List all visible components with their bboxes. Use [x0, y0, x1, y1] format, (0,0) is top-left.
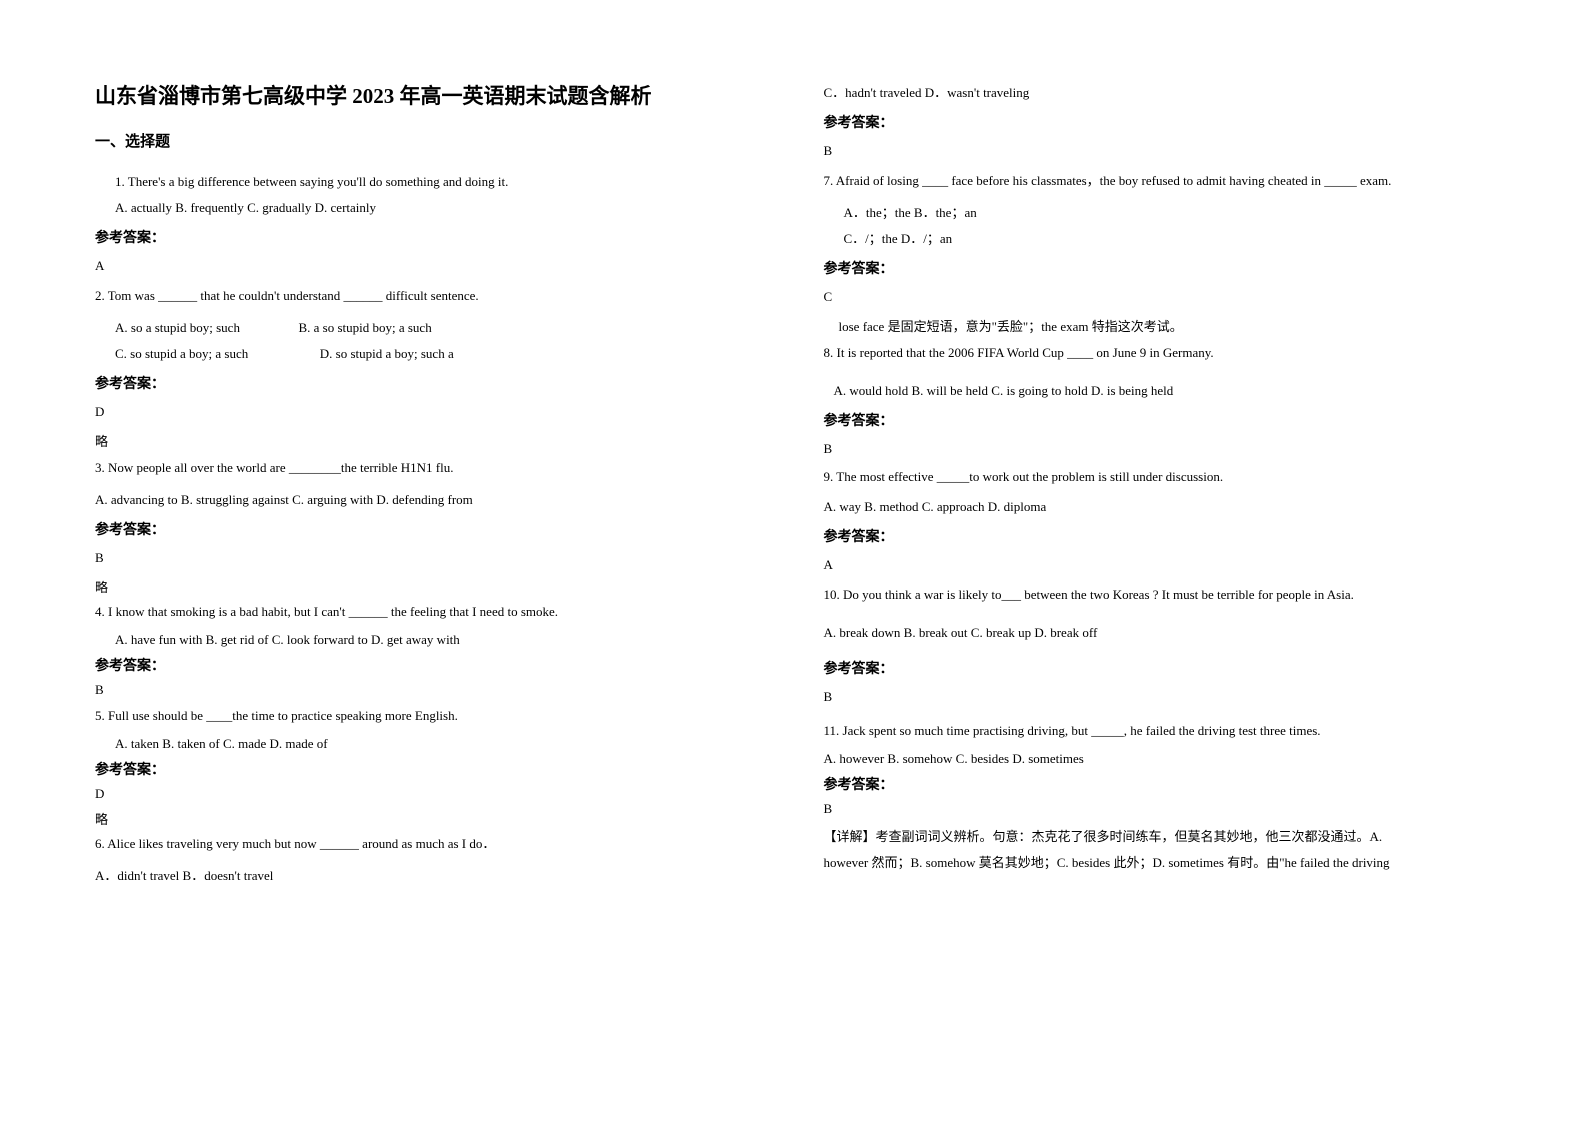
q8-answer: B — [824, 436, 1493, 462]
q2-optA: A. so a stupid boy; such — [115, 320, 240, 335]
q2-opt-a: A. so a stupid boy; such B. a so stupid … — [95, 315, 764, 341]
q10-text: 10. Do you think a war is likely to___ b… — [824, 582, 1493, 608]
q5-options: A. taken B. taken of C. made D. made of — [95, 733, 764, 755]
q9-options: A. way B. method C. approach D. diploma — [824, 494, 1493, 520]
q10-answer: B — [824, 684, 1493, 710]
q11-explain-b: however 然而；B. somehow 莫名其妙地；C. besides 此… — [824, 850, 1493, 876]
answer-label-3: 参考答案： — [95, 517, 764, 545]
q2-optC: C. so stupid a boy; a such — [115, 346, 248, 361]
q6-text: 6. Alice likes traveling very much but n… — [95, 831, 764, 857]
q1-answer: A — [95, 253, 764, 279]
q3-options: A. advancing to B. struggling against C.… — [95, 487, 764, 513]
q6-options-c: C．hadn't traveled D．wasn't traveling — [824, 80, 1493, 106]
q8-text: 8. It is reported that the 2006 FIFA Wor… — [824, 340, 1493, 366]
q5-text: 5. Full use should be ____the time to pr… — [95, 705, 764, 727]
q7-options-ab: A．the；the B．the；an — [824, 200, 1493, 226]
q2-optB: B. a so stupid boy; a such — [298, 320, 431, 335]
q11-explain-a: 【详解】考查副词词义辨析。句意：杰克花了很多时间练车，但莫名其妙地，他三次都没通… — [824, 824, 1493, 850]
q11-answer: B — [824, 798, 1493, 820]
answer-label: 参考答案： — [95, 225, 764, 253]
q11-options: A. however B. somehow C. besides D. some… — [824, 748, 1493, 770]
q5-answer: D — [95, 783, 764, 805]
q4-answer: B — [95, 679, 764, 701]
q3-text: 3. Now people all over the world are ___… — [95, 455, 764, 481]
q1-text: 1. There's a big difference between sayi… — [95, 169, 764, 195]
q6-options-a: A．didn't travel B．doesn't travel — [95, 863, 764, 889]
q9-answer: A — [824, 552, 1493, 578]
answer-label-10: 参考答案： — [824, 656, 1493, 684]
q9-text: 9. The most effective _____to work out t… — [824, 466, 1493, 488]
answer-label-7: 参考答案： — [824, 256, 1493, 284]
right-column: C．hadn't traveled D．wasn't traveling 参考答… — [824, 80, 1493, 1082]
q7-text: 7. Afraid of losing ____ face before his… — [824, 168, 1493, 194]
q8-options: A. would hold B. will be held C. is goin… — [824, 378, 1493, 404]
answer-label-8: 参考答案： — [824, 408, 1493, 436]
answer-label-2: 参考答案： — [95, 371, 764, 399]
q4-text: 4. I know that smoking is a bad habit, b… — [95, 601, 764, 623]
page-title: 山东省淄博市第七高级中学 2023 年高一英语期末试题含解析 — [95, 80, 764, 110]
q3-answer: B — [95, 545, 764, 571]
q6-answer: B — [824, 138, 1493, 164]
answer-label-5: 参考答案： — [95, 759, 764, 783]
q7-explain: lose face 是固定短语，意为"丢脸"；the exam 特指这次考试。 — [824, 314, 1493, 340]
q3-sup: 略 — [95, 575, 764, 601]
q10-options: A. break down B. break out C. break up D… — [824, 620, 1493, 646]
answer-label-6: 参考答案： — [824, 110, 1493, 138]
left-column: 山东省淄博市第七高级中学 2023 年高一英语期末试题含解析 一、选择题 1. … — [95, 80, 764, 1082]
q7-answer: C — [824, 284, 1493, 310]
q1-options: A. actually B. frequently C. gradually D… — [95, 195, 764, 221]
q2-optD: D. so stupid a boy; such a — [320, 346, 454, 361]
q2-answer: D — [95, 399, 764, 425]
q11-text: 11. Jack spent so much time practising d… — [824, 720, 1493, 742]
q4-options: A. have fun with B. get rid of C. look f… — [95, 629, 764, 651]
answer-label-4: 参考答案： — [95, 655, 764, 679]
section-header: 一、选择题 — [95, 130, 764, 151]
q2-text: 2. Tom was ______ that he couldn't under… — [95, 283, 764, 309]
answer-label-9: 参考答案： — [824, 524, 1493, 552]
q7-options-cd: C．/；the D．/；an — [824, 226, 1493, 252]
answer-label-11: 参考答案： — [824, 774, 1493, 798]
q2-sup: 略 — [95, 429, 764, 455]
q2-opt-c: C. so stupid a boy; a such D. so stupid … — [95, 341, 764, 367]
q5-sup: 略 — [95, 809, 764, 831]
